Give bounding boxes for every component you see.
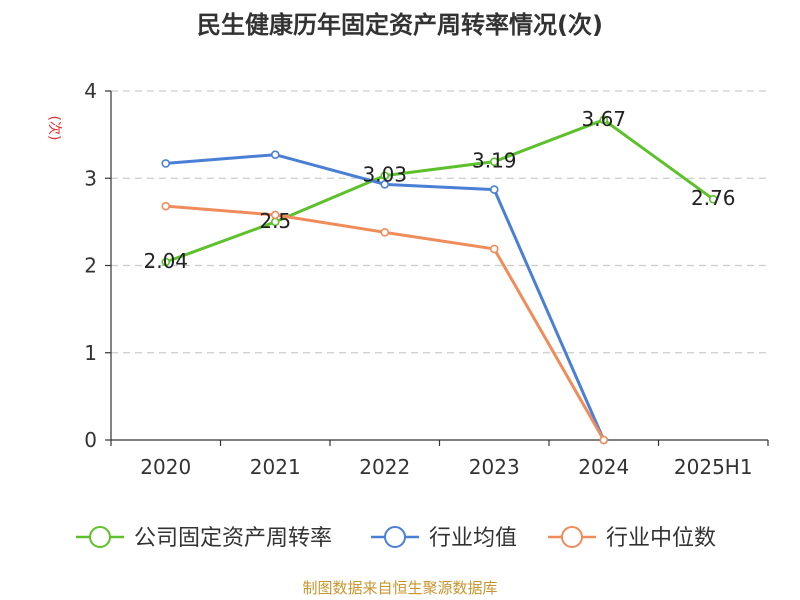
- data-point[interactable]: [270, 210, 280, 220]
- x-tick-label: 2024: [578, 455, 629, 479]
- data-point[interactable]: [489, 244, 499, 254]
- axes: 0 1 2 3 4 2020 2021 2022 2023 2024 2025H1: [84, 79, 769, 479]
- data-point[interactable]: [161, 257, 171, 267]
- data-point[interactable]: [380, 171, 390, 180]
- y-tick-label: 0: [84, 428, 97, 452]
- data-point[interactable]: [599, 115, 609, 125]
- data-point[interactable]: [270, 150, 280, 159]
- data-point[interactable]: [489, 185, 499, 194]
- x-tick-label: 2020: [140, 455, 191, 479]
- data-point[interactable]: [161, 159, 171, 168]
- legend[interactable]: 公司固定资产周转率 行业均值 行业中位数: [76, 526, 716, 551]
- y-tick-label: 4: [84, 79, 97, 103]
- data-label: 3.19: [472, 149, 517, 173]
- series-lines: [161, 115, 718, 445]
- legend-label: 行业均值: [429, 526, 517, 551]
- y-axis-label: (次): [46, 116, 62, 141]
- y-tick-label: 1: [84, 341, 97, 365]
- data-point[interactable]: [380, 228, 390, 237]
- legend-label: 行业中位数: [606, 526, 716, 551]
- legend-marker: [89, 526, 111, 548]
- legend-item-2[interactable]: 行业均值: [371, 526, 517, 551]
- data-label: 2.5: [259, 209, 291, 233]
- x-tick-label: 2022: [359, 455, 410, 479]
- series-1: [161, 115, 718, 267]
- series-line: [165, 153, 606, 441]
- legend-marker: [384, 526, 406, 548]
- source-note: 制图数据来自恒生聚源数据库: [302, 579, 497, 597]
- chart-title: 民生健康历年固定资产周转率情况(次): [197, 11, 603, 39]
- series-line: [165, 118, 715, 264]
- data-label: 3.03: [362, 163, 407, 187]
- x-tick-label: 2023: [469, 455, 520, 479]
- data-label: 2.76: [691, 186, 736, 210]
- data-point[interactable]: [708, 194, 718, 204]
- legend-item-3[interactable]: 行业中位数: [548, 526, 716, 551]
- data-label: 3.67: [581, 107, 626, 131]
- series-2: [161, 150, 609, 445]
- data-point[interactable]: [380, 180, 390, 189]
- x-tick-label: 2021: [250, 455, 301, 479]
- series-line: [165, 204, 606, 441]
- series-3: [161, 201, 609, 445]
- x-tick-label: 2025H1: [674, 455, 753, 479]
- legend-item-1[interactable]: 公司固定资产周转率: [76, 526, 332, 551]
- y-tick-label: 3: [84, 166, 97, 190]
- data-label: 2.04: [143, 249, 188, 273]
- legend-marker: [561, 526, 583, 548]
- y-tick-label: 2: [84, 254, 97, 278]
- data-labels: 2.04 2.5 3.03 3.19 3.67 2.76: [143, 107, 735, 273]
- data-point[interactable]: [161, 201, 171, 211]
- data-point[interactable]: [489, 157, 499, 166]
- grid-lines: [111, 90, 768, 354]
- data-point[interactable]: [599, 435, 609, 445]
- legend-label: 公司固定资产周转率: [134, 526, 332, 551]
